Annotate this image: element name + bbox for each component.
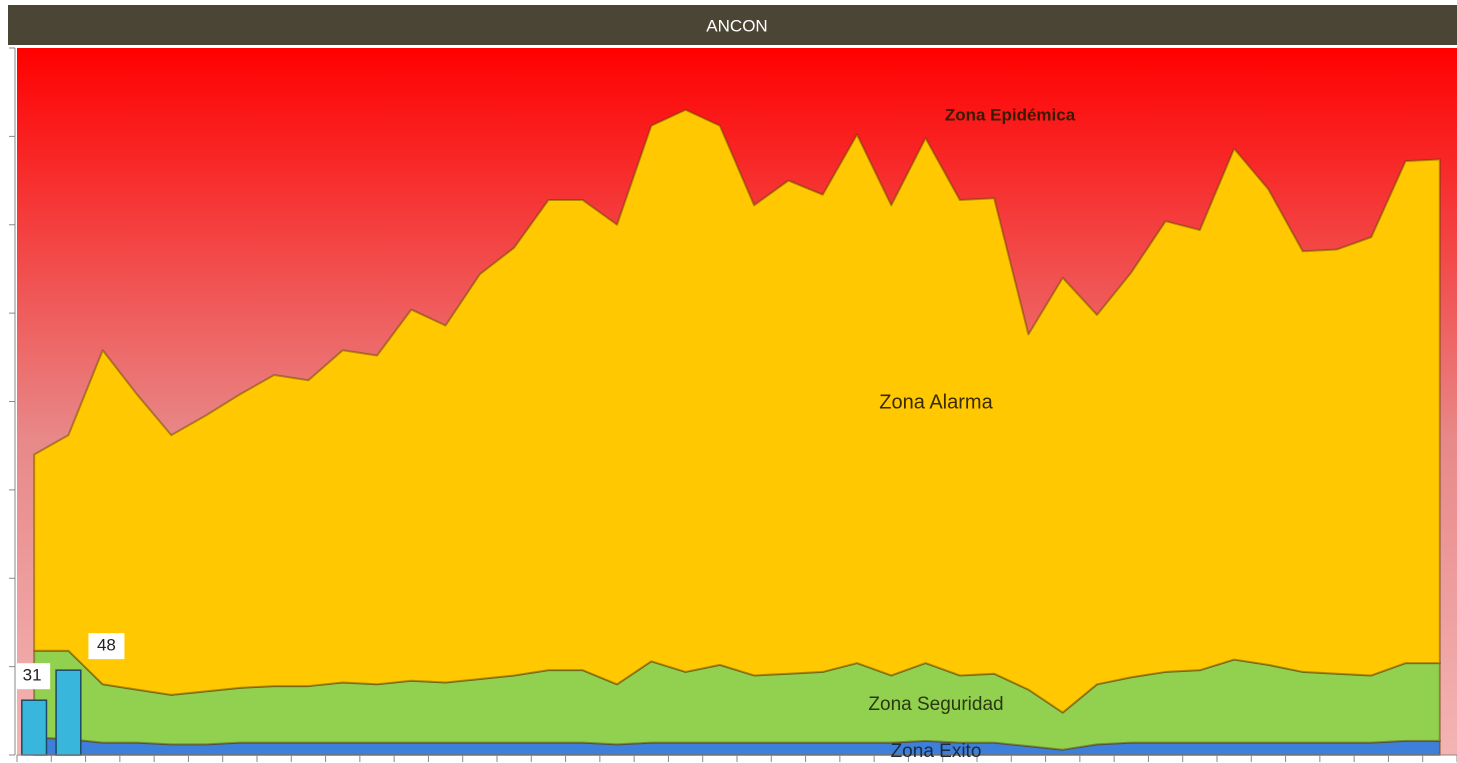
bar: [21, 699, 48, 756]
zone-label: Zona Epidémica: [945, 105, 1076, 124]
header-bar: [8, 5, 1457, 45]
plot-area: 31 48: [9, 47, 1457, 762]
chart-title: ANCON: [706, 16, 767, 35]
data-label: 48: [97, 636, 116, 655]
zone-label: Zona Seguridad: [868, 694, 1003, 715]
data-label-box: [88, 633, 125, 660]
zone-label: Zona Alarma: [879, 391, 993, 413]
data-label-box: [14, 663, 51, 690]
data-label: 31: [23, 666, 42, 685]
area: [33, 108, 1441, 714]
zone-label: Zona Exito: [891, 741, 982, 762]
bar: [55, 669, 82, 756]
